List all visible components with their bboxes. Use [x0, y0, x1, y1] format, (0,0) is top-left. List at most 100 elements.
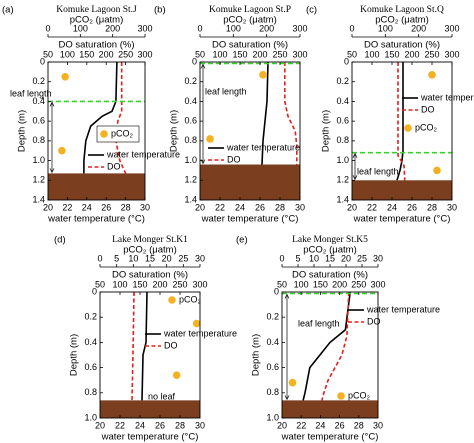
- pco2-dot: [206, 135, 214, 143]
- do-line: [321, 291, 350, 401]
- x-tick-label: 20: [347, 202, 357, 212]
- do-tick-label: 250: [172, 279, 187, 289]
- x-axis-label: water temperature (°C): [101, 432, 199, 443]
- plot-area: [352, 62, 452, 200]
- pco2-axis-label: pCO₂ (μatm): [303, 245, 357, 256]
- arrow-head: [200, 63, 206, 69]
- do-tick-label: 300: [370, 279, 385, 289]
- do-tick-label: 150: [232, 49, 247, 59]
- do-axis-label: DO saturation (%): [364, 40, 440, 51]
- panel-label: (b): [154, 5, 166, 16]
- plot-frame: [351, 61, 453, 201]
- do-axis-label: DO saturation (%): [212, 40, 288, 51]
- do-tick-label: 150: [132, 279, 147, 289]
- y-axis-label: Depth (m): [321, 110, 332, 152]
- y-tick-label: 0.8: [266, 387, 279, 397]
- plot-area: [100, 292, 200, 418]
- arrow-head: [352, 152, 358, 158]
- do-tick-label: 250: [351, 279, 366, 289]
- pco2-tick-label: 15: [145, 253, 155, 263]
- do-tick-label: 100: [364, 49, 379, 59]
- y-axis-label: Depth (m): [251, 334, 262, 376]
- x-tick-label: 22: [296, 420, 306, 430]
- x-tick-label: 20: [95, 420, 105, 430]
- pco2-dot: [433, 166, 441, 175]
- y-tick-label: 0: [92, 286, 97, 296]
- x-tick-label: 22: [215, 202, 225, 212]
- legend-label: water temperature: [106, 149, 180, 159]
- pco2-tick-label: 300: [292, 23, 307, 33]
- pco2-axis-label: pCO₂ (μatm): [375, 15, 429, 26]
- do-tick-label: 50: [95, 279, 105, 289]
- panel-title: Komuke Lagoon St.P: [209, 5, 291, 15]
- do-tick-label: 100: [212, 49, 227, 59]
- x-axis-label: water temperature (°C): [201, 214, 299, 225]
- y-tick-label: 0: [40, 56, 45, 66]
- y-tick-label: 0.2: [336, 76, 349, 86]
- do-axis-label: DO saturation (%): [112, 270, 188, 281]
- legend-label: DO: [107, 161, 121, 171]
- x-tick-label: 24: [387, 202, 397, 212]
- do-tick-label: 150: [79, 49, 94, 59]
- x-tick-label: 30: [373, 420, 383, 430]
- legend-label: DO: [421, 104, 435, 114]
- y-tick-label: 0.4: [266, 337, 279, 347]
- y-tick-label: 1.4: [184, 194, 197, 204]
- legend-label: DO: [227, 154, 241, 164]
- y-tick-label: 1.0: [336, 155, 349, 165]
- arrow-head: [49, 101, 55, 107]
- leaf-length-label: leaf length: [10, 88, 52, 98]
- y-tick-label: 0.4: [336, 96, 349, 106]
- legend-dot: [404, 124, 412, 132]
- panel-label: (e): [236, 235, 248, 246]
- do-axis-label: DO saturation (%): [58, 40, 134, 51]
- y-tick-label: 1.0: [32, 155, 45, 165]
- do-tick-label: 200: [404, 49, 419, 59]
- x-tick-label: 30: [447, 202, 457, 212]
- y-axis-label: Depth (m): [17, 110, 28, 152]
- sediment: [352, 180, 452, 200]
- pco2-axis-label: pCO₂ (μatm): [123, 245, 177, 256]
- plot-frame: [199, 61, 301, 201]
- x-tick-label: 26: [255, 202, 265, 212]
- panel-label: (d): [54, 235, 66, 246]
- sediment: [282, 400, 378, 418]
- y-axis-label: Depth (m): [169, 110, 180, 152]
- do-line: [131, 291, 135, 401]
- x-tick-label: 26: [335, 420, 345, 430]
- y-tick-label: 1.2: [32, 175, 45, 185]
- pco2-tick-label: 0: [349, 23, 354, 33]
- y-tick-label: 0.8: [184, 135, 197, 145]
- sediment: [48, 173, 145, 200]
- x-tick-label: 30: [140, 202, 150, 212]
- y-tick-label: 0.6: [266, 362, 279, 372]
- pco2-tick-label: 200: [259, 23, 274, 33]
- pco2-dot: [172, 371, 181, 379]
- x-tick-label: 24: [135, 420, 145, 430]
- do-tick-label: 150: [313, 279, 328, 289]
- x-tick-label: 24: [235, 202, 245, 212]
- x-tick-label: 28: [121, 202, 131, 212]
- leaf-length-label: leaf length: [357, 166, 399, 176]
- y-tick-label: 0.2: [266, 312, 279, 322]
- y-tick-label: 0: [344, 56, 349, 66]
- do-tick-label: 150: [384, 49, 399, 59]
- pco2-tick-label: 0: [197, 23, 202, 33]
- y-tick-label: 0.6: [32, 116, 45, 126]
- legend-label: pCO₂: [348, 390, 371, 400]
- legend-dot: [168, 296, 176, 304]
- pco2-tick-label: 20: [341, 253, 351, 263]
- pco2-tick-label: 25: [178, 253, 188, 263]
- y-tick-label: 0.2: [32, 76, 45, 86]
- legend-box: [96, 125, 140, 143]
- do-tick-label: 300: [192, 279, 207, 289]
- y-tick-label: 0.8: [336, 135, 349, 145]
- x-tick-label: 24: [82, 202, 92, 212]
- y-tick-label: 0.8: [84, 387, 97, 397]
- pco2-tick-label: 10: [128, 253, 138, 263]
- y-tick-label: 1.4: [336, 194, 349, 204]
- x-tick-label: 30: [195, 420, 205, 430]
- panel-title: Lake Monger St.K5: [292, 235, 368, 245]
- pco2-tick-label: 5: [114, 253, 119, 263]
- do-tick-label: 300: [292, 49, 307, 59]
